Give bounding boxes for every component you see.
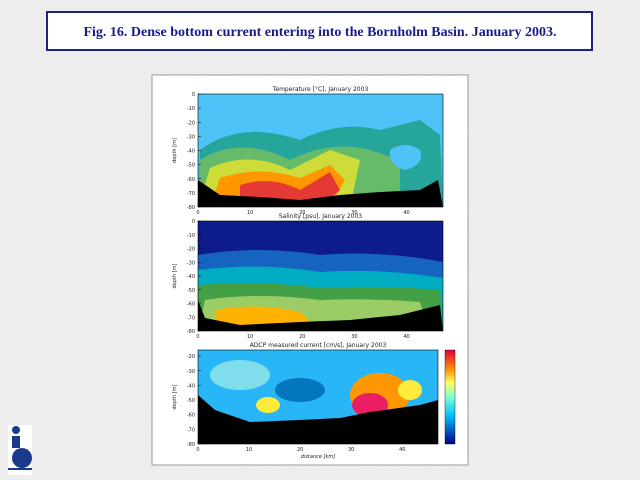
temperature-field xyxy=(198,94,443,207)
y-tick-label: -80 xyxy=(187,205,195,211)
x-tick-label: 0 xyxy=(196,210,199,216)
y-tick-label: -50 xyxy=(187,163,195,169)
y-tick-label: -50 xyxy=(187,398,195,404)
y-tick-label: -30 xyxy=(187,260,195,266)
salinity-field xyxy=(198,221,443,331)
y-tick-label: -60 xyxy=(187,413,195,419)
x-tick-label: 10 xyxy=(247,334,253,340)
y-tick-label: -20 xyxy=(187,354,195,360)
y-tick-label: -70 xyxy=(187,427,195,433)
x-tick-label: 30 xyxy=(348,447,354,453)
y-axis-label: depth [m] xyxy=(172,263,178,288)
panel-title: Salinity [psu], January 2003 xyxy=(279,213,362,220)
x-tick-label: 10 xyxy=(246,447,252,453)
y-tick-label: -30 xyxy=(187,369,195,375)
x-tick-label: 30 xyxy=(351,334,357,340)
title-box xyxy=(46,11,593,51)
y-tick-label: -20 xyxy=(187,247,195,253)
y-axis-label: depth [m] xyxy=(172,384,178,409)
x-axis-label: distance [km] xyxy=(301,454,335,460)
x-tick-label: 40 xyxy=(403,334,409,340)
y-tick-label: -40 xyxy=(187,149,195,155)
current-field xyxy=(198,350,438,444)
y-tick-label: -70 xyxy=(187,191,195,197)
panel-title: ADCP measured current [cm/s], January 20… xyxy=(250,342,387,349)
y-tick-label: -20 xyxy=(187,120,195,126)
y-tick-label: -80 xyxy=(187,442,195,448)
x-tick-label: 40 xyxy=(399,447,405,453)
x-tick-label: 20 xyxy=(297,447,303,453)
y-tick-label: -80 xyxy=(187,329,195,335)
y-tick-label: -10 xyxy=(187,233,195,239)
x-tick-label: 0 xyxy=(196,447,199,453)
slide-title: Fig. 16. Dense bottom current entering i… xyxy=(83,25,556,40)
panel-title: Temperature [°C], January 2003 xyxy=(272,86,369,93)
y-tick-label: -60 xyxy=(187,177,195,183)
x-tick-label: 10 xyxy=(247,210,253,216)
x-tick-label: 40 xyxy=(403,210,409,216)
plot-frame xyxy=(197,349,439,445)
colorbar xyxy=(444,349,456,445)
y-tick-label: -60 xyxy=(187,302,195,308)
x-tick-label: 20 xyxy=(299,334,305,340)
y-tick-label: -40 xyxy=(187,383,195,389)
y-tick-label: -50 xyxy=(187,288,195,294)
x-tick-label: 30 xyxy=(351,210,357,216)
y-tick-label: -10 xyxy=(187,106,195,112)
y-axis-label: depth [m] xyxy=(172,138,178,163)
y-tick-label: 0 xyxy=(192,219,195,225)
x-tick-label: 0 xyxy=(196,334,199,340)
logo xyxy=(8,425,32,475)
y-tick-label: -40 xyxy=(187,274,195,280)
x-tick-label: 20 xyxy=(299,210,305,216)
y-tick-label: 0 xyxy=(192,92,195,98)
y-tick-label: -30 xyxy=(187,134,195,140)
y-tick-label: -70 xyxy=(187,315,195,321)
